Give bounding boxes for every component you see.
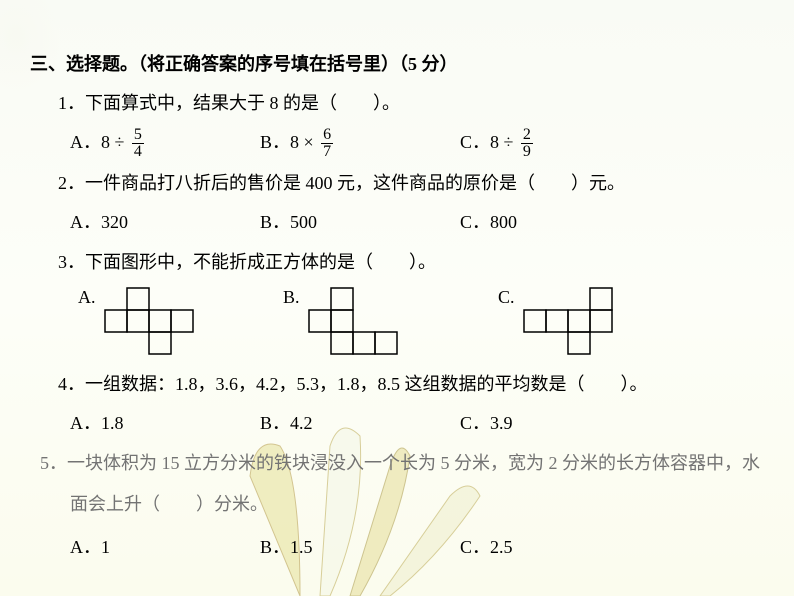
- q5-stem: 5．一块体积为 15 立方分米的铁块浸没入一个长为 5 分米，宽为 2 分米的长…: [30, 448, 764, 479]
- section-title: 三、选择题。（将正确答案的序号填在括号里）（5 分）: [30, 50, 764, 76]
- q1-option-a: A．8 ÷ 54: [70, 125, 260, 160]
- cube-net-c-icon: [523, 287, 613, 355]
- q3-option-a: A.: [78, 287, 283, 355]
- q1-option-b: B．8 × 67: [260, 125, 460, 160]
- q1-option-c: C．8 ÷ 29: [460, 125, 660, 160]
- q5-option-b: B．1.5: [260, 530, 460, 564]
- q5-options: A．1 B．1.5 C．2.5: [30, 530, 764, 564]
- q3-option-c: C.: [498, 287, 698, 355]
- q2-option-a: A．320: [70, 205, 260, 239]
- q5-stem-line2: 面会上升（ ）分米。: [30, 485, 764, 525]
- q3-option-b: B.: [283, 287, 498, 355]
- q5-option-c: C．2.5: [460, 530, 660, 564]
- q3-options: A. B. C.: [30, 287, 764, 355]
- q2-option-c: C．800: [460, 205, 660, 239]
- cube-net-b-icon: [308, 287, 398, 355]
- q1-stem: 1．下面算式中，结果大于 8 的是（ ）。: [30, 88, 764, 119]
- q5-option-a: A．1: [70, 530, 260, 564]
- q4-option-b: B．4.2: [260, 406, 460, 440]
- q4-stem: 4．一组数据：1.8，3.6，4.2，5.3，1.8，8.5 这组数据的平均数是…: [30, 369, 764, 400]
- q3-stem: 3．下面图形中，不能折成正方体的是（ ）。: [30, 247, 764, 278]
- q1-options: A．8 ÷ 54 B．8 × 67 C．8 ÷ 29: [30, 125, 764, 160]
- q4-option-c: C．3.9: [460, 406, 660, 440]
- q2-stem: 2．一件商品打八折后的售价是 400 元，这件商品的原价是（ ）元。: [30, 168, 764, 199]
- q2-options: A．320 B．500 C．800: [30, 205, 764, 239]
- q4-options: A．1.8 B．4.2 C．3.9: [30, 406, 764, 440]
- q2-option-b: B．500: [260, 205, 460, 239]
- cube-net-a-icon: [104, 287, 194, 355]
- q4-option-a: A．1.8: [70, 406, 260, 440]
